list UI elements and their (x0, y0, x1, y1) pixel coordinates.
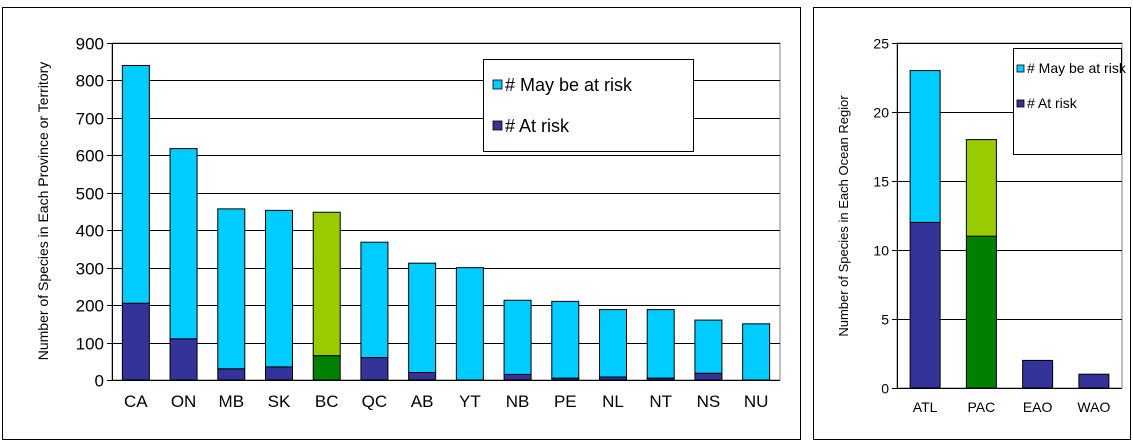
right-y-tick-label: 10 (873, 242, 889, 258)
right-y-tick-label: 20 (873, 104, 889, 120)
left-x-tick-label: CA (124, 392, 148, 411)
left-bar-ca-may-be-at-risk (121, 64, 150, 304)
left-y-tick-label: 300 (76, 259, 104, 278)
right-legend-label-at-risk: # At risk (1027, 95, 1078, 111)
right-x-tick-labels: ATL PAC EAO WAO (913, 399, 1111, 415)
right-y-axis-title: Number of Species in Each Ocean Regior (836, 95, 851, 337)
left-y-tick-labels: 0 100 200 300 400 500 600 700 800 900 (76, 34, 104, 390)
left-bar-mb-at-risk (217, 368, 246, 381)
right-legend-label-may-be-at-risk: # May be at risk (1027, 60, 1127, 76)
left-bar-ns-may-be-at-risk (694, 319, 723, 374)
left-bar-yt-may-be-at-risk (455, 267, 484, 381)
left-bar-ns-at-risk (694, 372, 723, 381)
left-y-tick-label: 600 (76, 146, 104, 165)
left-legend: # May be at risk # At risk (483, 59, 694, 152)
left-y-tick-label: 400 (76, 221, 104, 240)
left-y-tick-label: 0 (95, 371, 104, 390)
right-legend-box (1013, 48, 1122, 155)
right-x-tick-label: EAO (1023, 399, 1053, 415)
left-x-tick-label: MB (219, 392, 245, 411)
left-bar-on-at-risk (169, 338, 198, 381)
right-bar-pac-may-be-at-risk (965, 139, 997, 237)
left-bar-pe-may-be-at-risk (551, 300, 580, 379)
left-bar-bc-may-be-at-risk (312, 211, 341, 357)
left-x-tick-label: BC (315, 392, 339, 411)
left-x-tick-labels: CA ON MB SK BC QC AB YT NB PE NL NT NS NU (124, 392, 768, 411)
left-legend-label-may-be-at-risk: # May be at risk (505, 75, 633, 95)
left-x-tick-label: NT (649, 392, 672, 411)
right-x-tick-label: ATL (913, 399, 938, 415)
right-y-tick-label: 0 (881, 380, 889, 396)
right-y-tick-label: 15 (873, 173, 889, 189)
left-x-tick-label: NL (602, 392, 624, 411)
right-bar-eao-at-risk (1022, 359, 1054, 389)
left-y-tick-label: 700 (76, 109, 104, 128)
right-bar-atl-may-be-at-risk (909, 70, 941, 223)
right-bar-pac-at-risk (965, 235, 997, 389)
left-bar-qc-may-be-at-risk (360, 241, 389, 359)
left-legend-swatch-at-risk (492, 120, 503, 131)
left-bar-mb-may-be-at-risk (217, 208, 246, 370)
left-x-tick-label: AB (411, 392, 434, 411)
left-x-tick-label: NU (744, 392, 769, 411)
left-y-tick-label: 100 (76, 334, 104, 353)
left-y-tick-label: 200 (76, 296, 104, 315)
left-bar-nl-may-be-at-risk (599, 309, 627, 378)
left-x-tick-label: NB (506, 392, 530, 411)
left-legend-box (483, 59, 694, 152)
left-x-tick-label: PE (554, 392, 577, 411)
left-bar-sk-at-risk (265, 366, 293, 381)
left-legend-swatch-may-be-at-risk (492, 79, 503, 90)
left-bars (121, 64, 771, 381)
left-bar-sk-may-be-at-risk (265, 209, 293, 368)
right-y-tick-label: 25 (873, 35, 889, 51)
right-bar-atl-at-risk (909, 221, 941, 389)
right-legend-swatch-may-be-at-risk (1016, 64, 1025, 73)
left-bar-nb-may-be-at-risk (503, 299, 532, 375)
right-x-tick-label: PAC (968, 399, 996, 415)
left-y-tick-label: 900 (76, 34, 104, 53)
right-legend-swatch-at-risk (1016, 99, 1025, 108)
left-legend-label-at-risk: # At risk (505, 116, 570, 136)
left-bar-on-may-be-at-risk (169, 148, 198, 340)
left-y-tick-label: 800 (76, 71, 104, 90)
left-y-axis-title: Number of Species in Each Province or Te… (35, 62, 51, 361)
left-x-tick-label: SK (268, 392, 291, 411)
left-x-tick-label: ON (171, 392, 197, 411)
left-x-tick-label: NS (697, 392, 721, 411)
right-legend: # May be at risk # At risk (1013, 48, 1127, 155)
right-x-tick-label: WAO (1077, 399, 1110, 415)
left-x-tick-label: QC (362, 392, 388, 411)
right-y-tick-labels: 0 5 10 15 20 25 (873, 35, 889, 396)
left-bar-nt-may-be-at-risk (646, 309, 675, 379)
left-bar-ab-may-be-at-risk (408, 262, 437, 374)
right-y-tick-label: 5 (881, 311, 889, 327)
right-bars (909, 70, 1110, 389)
left-bar-nb-at-risk (503, 373, 532, 381)
left-bar-nu-may-be-at-risk (742, 323, 771, 381)
left-x-tick-label: YT (459, 392, 481, 411)
left-bar-bc-at-risk (312, 355, 341, 381)
left-y-tick-label: 500 (76, 184, 104, 203)
left-bar-ca-at-risk (121, 302, 150, 381)
left-bar-qc-at-risk (360, 357, 389, 381)
left-bar-ab-at-risk (408, 372, 437, 381)
right-bar-wao-at-risk (1078, 373, 1110, 389)
